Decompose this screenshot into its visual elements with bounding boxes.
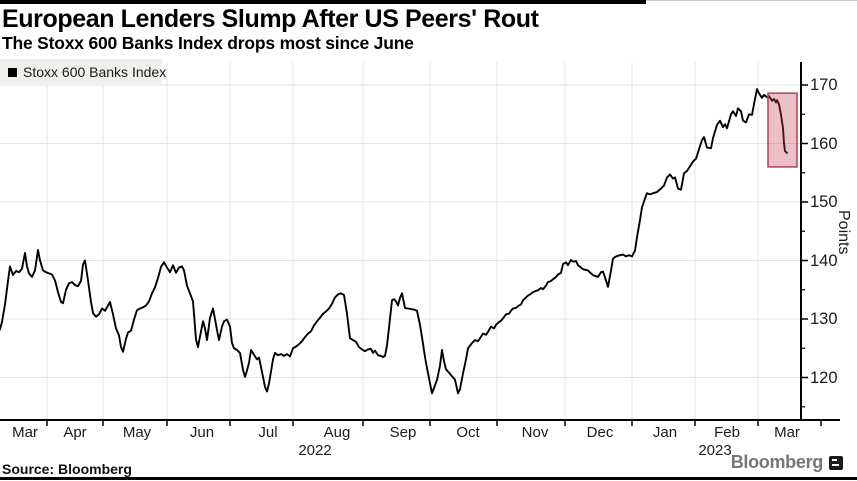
- top-accent-bar: [0, 0, 646, 4]
- x-tick-label: Jan: [652, 424, 678, 441]
- y-tick-label: 130: [810, 310, 838, 328]
- watermark-text: Bloomberg: [730, 452, 824, 472]
- x-tick-label: Mar: [12, 424, 38, 441]
- x-tick-label: Nov: [521, 424, 549, 441]
- y-axis-title: Points: [835, 210, 852, 255]
- x-tick-label: Sep: [389, 424, 417, 441]
- y-tick-label: 170: [810, 76, 838, 94]
- x-tick-label: Jun: [189, 424, 215, 441]
- legend-series-label: Stoxx 600 Banks Index: [23, 64, 167, 80]
- source-credit: Source: Bloomberg: [2, 461, 132, 477]
- chart-legend: Stoxx 600 Banks Index: [0, 59, 166, 85]
- y-tick-label: 120: [810, 368, 838, 387]
- legend-series-marker-icon: [8, 67, 17, 77]
- bottom-rule: [0, 477, 857, 480]
- x-year-label: 2023: [698, 442, 732, 459]
- bloomberg-watermark: Bloomberg: [731, 452, 843, 473]
- y-tick-label: 150: [810, 193, 838, 211]
- x-tick-label: Jul: [258, 424, 278, 441]
- page-title: European Lenders Slump After US Peers' R…: [2, 5, 539, 33]
- slump-highlight-box: [767, 92, 798, 168]
- bloomberg-logo-icon: [829, 455, 843, 470]
- x-tick-label: Dec: [586, 424, 614, 441]
- y-tick-label: 140: [810, 251, 838, 270]
- x-tick-label: Feb: [714, 424, 740, 441]
- x-year-label: 2022: [298, 442, 332, 459]
- x-tick-label: May: [122, 424, 152, 441]
- series-line: [0, 88, 788, 395]
- x-tick-label: Apr: [63, 424, 87, 441]
- y-tick-label: 160: [810, 134, 838, 153]
- x-tick-label: Oct: [456, 424, 480, 441]
- x-tick-label: Mar: [774, 424, 800, 441]
- x-tick-label: Aug: [323, 424, 351, 441]
- page-subtitle: The Stoxx 600 Banks Index drops most sin…: [2, 33, 414, 53]
